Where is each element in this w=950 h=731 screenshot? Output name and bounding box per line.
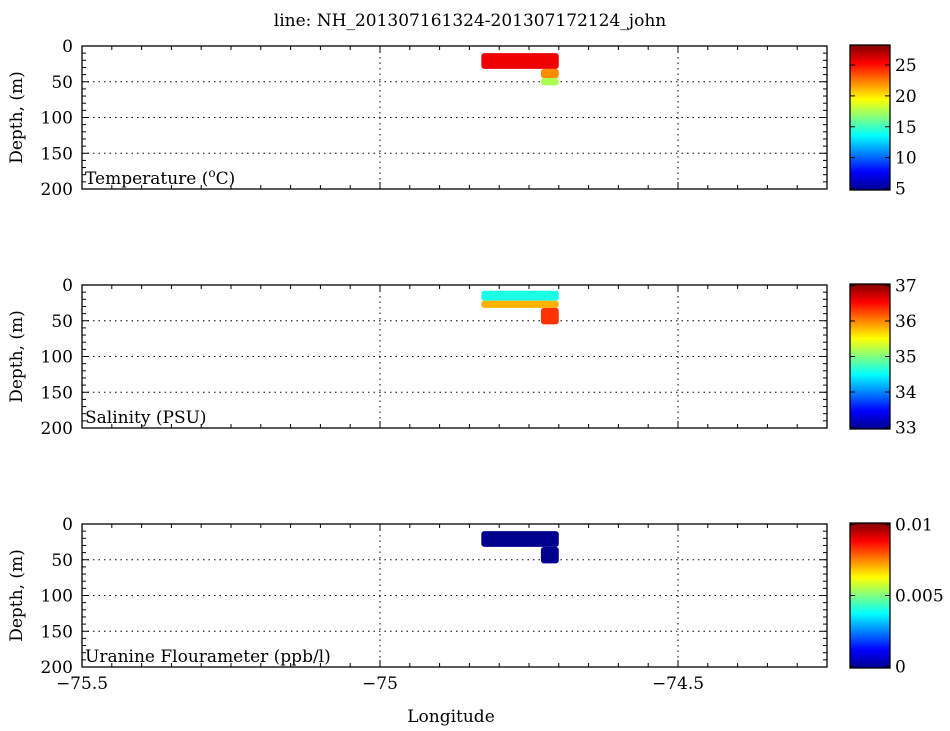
y-tick-label: 200 [41, 180, 73, 200]
data-segment [540, 307, 559, 325]
data-segment [481, 53, 559, 69]
panel-label: Uranine Flourameter (ppb/l) [85, 647, 331, 667]
colorbar-tick-label: 36 [895, 312, 917, 332]
y-axis-title: Depth, (m) [7, 71, 27, 164]
panel-label-tail: C) [216, 169, 236, 189]
colorbar-tick-label: 10 [895, 149, 917, 169]
x-tick-label: −75.5 [56, 674, 108, 694]
data-segment [481, 300, 559, 308]
colorbar-tick-label: 25 [895, 56, 917, 76]
y-tick-label: 150 [41, 144, 73, 164]
y-tick-label: 0 [62, 276, 73, 296]
data-segment [481, 531, 559, 547]
data-segment [540, 546, 559, 564]
colorbar-tick-label: 15 [895, 118, 917, 138]
figure-title: line: NH_201307161324-201307172124_john [274, 11, 666, 31]
y-tick-label: 0 [62, 515, 73, 535]
panel-label: Temperature (oC) [85, 166, 235, 189]
colorbar-tick-label: 20 [895, 87, 917, 107]
x-tick-label: −75 [362, 674, 398, 694]
data-segment [540, 78, 559, 86]
colorbar-tick-label: 33 [895, 419, 917, 439]
y-axis-title: Depth, (m) [7, 310, 27, 403]
colorbar [849, 522, 891, 669]
colorbar [849, 44, 891, 191]
colorbar-tick-label: 0 [895, 658, 906, 678]
panel-temperature: 0 50 100 150 200 Depth, (m) Temperature (oC) 5 1… [7, 37, 917, 200]
y-tick-label: 50 [51, 73, 73, 93]
y-tick-label: 200 [41, 658, 73, 678]
panel-salinity: 0 50 100 150 200 Depth, (m) Salinity (PSU) 33 34… [7, 276, 917, 439]
data-segment [481, 290, 559, 301]
y-tick-label: 150 [41, 622, 73, 642]
y-axis-title: Depth, (m) [7, 549, 27, 642]
x-tick-label: −74.5 [652, 674, 704, 694]
y-tick-label: 100 [41, 587, 73, 607]
y-tick-label: 100 [41, 348, 73, 368]
panel-label-sup: o [208, 166, 215, 180]
data-segment [540, 68, 559, 79]
colorbar-tick-label: 5 [895, 180, 906, 200]
panel-label-text: Temperature ( [85, 169, 208, 189]
panel-uranine: 0 50 100 150 200 Depth, (m) −75.5 −75 −74.5 Urani… [7, 515, 944, 694]
x-axis-title: Longitude [407, 707, 495, 727]
panel-label: Salinity (PSU) [85, 408, 207, 428]
colorbar-tick-label: 35 [895, 348, 917, 368]
y-tick-label: 150 [41, 383, 73, 403]
y-tick-label: 50 [51, 312, 73, 332]
y-tick-label: 0 [62, 37, 73, 57]
y-tick-label: 100 [41, 109, 73, 129]
colorbar-tick-label: 37 [895, 277, 917, 297]
colorbar-tick-label: 0.005 [895, 587, 944, 607]
y-tick-label: 200 [41, 419, 73, 439]
colorbar [849, 283, 891, 430]
colorbar-tick-label: 0.01 [895, 516, 933, 536]
colorbar-tick-label: 34 [895, 383, 917, 403]
y-tick-label: 50 [51, 551, 73, 571]
